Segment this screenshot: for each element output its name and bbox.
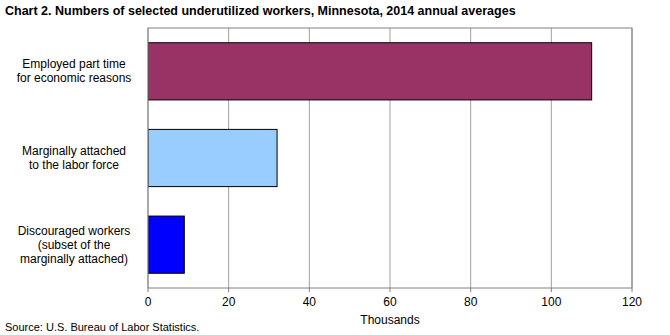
bars [148,43,592,274]
title: Chart 2. Numbers of selected underutiliz… [5,4,516,18]
tick-label: 60 [383,295,397,309]
bar [148,216,184,273]
category-label: Marginally attachedto the labor force [22,144,126,172]
tick-label: 20 [222,295,236,309]
tick-label: 120 [622,295,642,309]
tick-mark [228,288,229,292]
category-label: Discouraged workers(subset of themargina… [18,224,131,266]
plot-frame [148,28,632,288]
tick-mark [551,288,552,292]
bar [148,43,592,100]
tick-mark [390,288,391,292]
tick-mark [309,288,310,292]
tick-mark [632,288,633,292]
x-axis-label: Thousands [360,313,419,327]
bar [148,129,277,186]
category-label: Employed part timefor economic reasons [17,57,132,85]
tick-mark [148,288,149,292]
plot-area [148,28,632,288]
tick-mark [470,288,471,292]
tick-label: 40 [303,295,317,309]
tick-label: 0 [145,295,152,309]
tick-label: 100 [541,295,561,309]
tick-label: 80 [464,295,478,309]
source: Source: U.S. Bureau of Labor Statistics. [5,321,199,333]
chart: Chart 2. Numbers of selected underutiliz… [0,0,670,335]
